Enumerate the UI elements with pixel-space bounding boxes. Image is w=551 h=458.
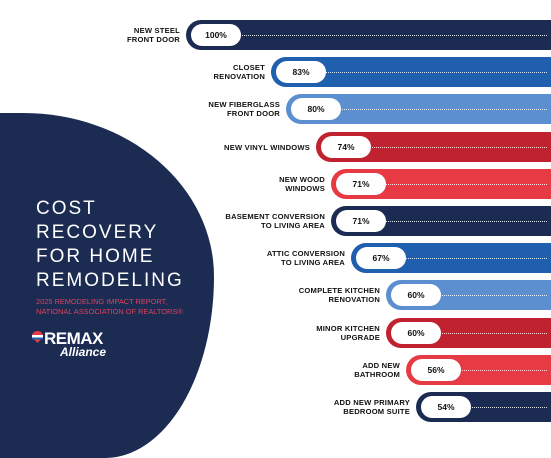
chart-row: ATTIC CONVERSION TO LIVING AREA 67% xyxy=(0,243,551,274)
chart-row: MINOR KITCHEN UPGRADE 60% xyxy=(0,317,551,348)
category-label-line: UPGRADE xyxy=(340,332,380,342)
category-label-line: NEW STEEL xyxy=(133,26,180,35)
bar-dotted-line xyxy=(426,332,547,334)
category-label-line: NEW WOOD xyxy=(279,174,325,184)
bar-dotted-line xyxy=(226,35,547,36)
bar: 56% xyxy=(406,354,551,385)
value-label: 71% xyxy=(336,172,386,195)
bar-dotted-line xyxy=(446,369,547,371)
category-label: MINOR KITCHEN UPGRADE xyxy=(316,324,380,342)
chart-title: COST RECOVERY FOR HOME REMODELING xyxy=(36,197,206,293)
category-label-line: BASEMENT CONVERSION xyxy=(225,212,325,221)
value-label: 56% xyxy=(411,358,461,381)
chart-row: ADD NEW PRIMARY BEDROOM SUITE 54% xyxy=(0,392,551,422)
category-label-line: MINOR KITCHEN xyxy=(316,323,380,333)
bar: 71% xyxy=(331,206,551,236)
bar-dotted-line xyxy=(391,258,547,260)
category-label-line: TO LIVING AREA xyxy=(281,258,345,268)
logo-subtitle: Alliance xyxy=(60,345,107,359)
bar: 54% xyxy=(416,392,551,422)
balloon-icon xyxy=(32,331,43,343)
category-label-line: NEW FIBERGLASS xyxy=(208,100,280,110)
bar-dotted-line xyxy=(371,183,547,185)
category-label: ATTIC CONVERSION TO LIVING AREA xyxy=(267,249,345,267)
category-label-line: ATTIC CONVERSION xyxy=(266,249,345,259)
source-note: 2025 REMODELING IMPACT REPORT, NATIONAL … xyxy=(36,297,211,317)
chart-row: NEW STEEL FRONT DOOR 100% xyxy=(0,20,551,50)
category-label: NEW STEEL FRONT DOOR xyxy=(127,26,180,44)
chart-row: BASEMENT CONVERSION TO LIVING AREA 71% xyxy=(0,206,551,236)
category-label-line: FRONT DOOR xyxy=(126,35,180,44)
bar-dotted-line xyxy=(456,407,547,408)
category-label-line: RENOVATION xyxy=(328,295,380,305)
bar: 60% xyxy=(386,280,551,311)
value-label: 54% xyxy=(421,396,471,418)
value-label: 60% xyxy=(391,284,441,307)
bar: 60% xyxy=(386,317,551,348)
title-line: FOR HOME xyxy=(36,246,155,267)
title-line: COST xyxy=(36,198,97,219)
category-label-line: BATHROOM xyxy=(354,369,400,379)
category-label: ADD NEW PRIMARY BEDROOM SUITE xyxy=(334,398,410,416)
bar: 71% xyxy=(331,168,551,199)
bar: 83% xyxy=(271,57,551,88)
value-label: 100% xyxy=(191,24,241,46)
bar-dotted-line xyxy=(371,221,547,222)
bar-dotted-line xyxy=(311,72,547,74)
category-label-line: WINDOWS xyxy=(285,183,325,193)
logo-wordmark: REMAX xyxy=(44,329,103,348)
category-label: ADD NEW BATHROOM xyxy=(354,361,400,379)
source-line: NATIONAL ASSOCIATION OF REALTORS® xyxy=(36,307,183,316)
category-label-line: CLOSET xyxy=(233,63,265,73)
category-label: NEW VINYL WINDOWS xyxy=(224,143,310,152)
bar: 80% xyxy=(286,94,551,125)
category-label: NEW FIBERGLASS FRONT DOOR xyxy=(208,100,280,118)
remax-logo: REMAX Alliance xyxy=(30,329,150,369)
chart-row: COMPLETE KITCHEN RENOVATION 60% xyxy=(0,280,551,311)
category-label-line: ADD NEW PRIMARY xyxy=(333,398,410,407)
chart-row: CLOSET RENOVATION 83% xyxy=(0,57,551,88)
bar: 100% xyxy=(186,20,551,50)
category-label: BASEMENT CONVERSION TO LIVING AREA xyxy=(225,212,325,230)
title-line: REMODELING xyxy=(36,270,184,291)
category-label-line: TO LIVING AREA xyxy=(261,221,325,230)
value-label: 71% xyxy=(336,210,386,232)
bar-dotted-line xyxy=(426,295,547,297)
chart-row: ADD NEW BATHROOM 56% xyxy=(0,354,551,385)
value-label: 67% xyxy=(356,247,406,270)
value-label: 80% xyxy=(291,98,341,121)
chart-row: NEW WOOD WINDOWS 71% xyxy=(0,168,551,199)
value-label: 60% xyxy=(391,321,441,344)
category-label-line: RENOVATION xyxy=(213,72,265,82)
bar: 67% xyxy=(351,243,551,274)
bar-dotted-line xyxy=(326,109,547,111)
value-label: 74% xyxy=(321,135,371,158)
chart-row: NEW VINYL WINDOWS 74% xyxy=(0,131,551,162)
category-label-line: COMPLETE KITCHEN xyxy=(298,286,380,296)
bar: 74% xyxy=(316,131,551,162)
category-label-line: ADD NEW xyxy=(362,360,400,370)
title-line: RECOVERY xyxy=(36,222,159,243)
category-label-line: FRONT DOOR xyxy=(226,109,280,119)
category-label: NEW WOOD WINDOWS xyxy=(279,175,325,193)
value-label: 83% xyxy=(276,61,326,84)
category-label: COMPLETE KITCHEN RENOVATION xyxy=(299,286,380,304)
chart-row: NEW FIBERGLASS FRONT DOOR 80% xyxy=(0,94,551,125)
source-line: 2025 REMODELING IMPACT REPORT, xyxy=(36,297,168,306)
category-label-line: BEDROOM SUITE xyxy=(343,407,410,416)
category-label: CLOSET RENOVATION xyxy=(214,63,266,81)
bar-dotted-line xyxy=(356,146,547,148)
category-label-line: NEW VINYL WINDOWS xyxy=(224,142,310,152)
